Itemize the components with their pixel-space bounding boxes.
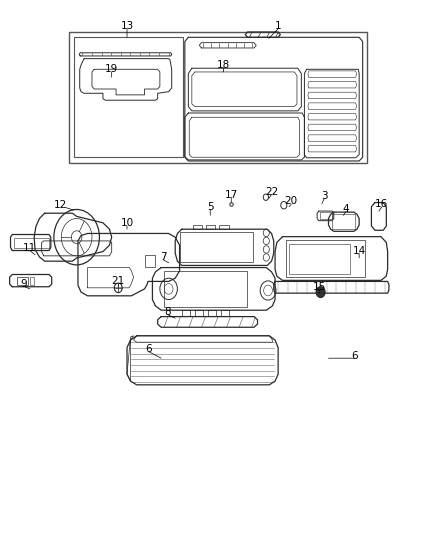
Text: 5: 5: [207, 202, 214, 212]
Text: 1: 1: [275, 21, 282, 30]
Text: 19: 19: [105, 64, 118, 74]
Bar: [145, 255, 155, 266]
Bar: [320, 212, 332, 219]
Text: 4: 4: [343, 204, 350, 214]
Bar: [17, 277, 28, 285]
Bar: [69, 32, 367, 163]
Text: 12: 12: [54, 200, 67, 209]
Bar: [286, 240, 365, 277]
Bar: [74, 37, 183, 157]
Text: 20: 20: [285, 197, 298, 206]
Text: 17: 17: [225, 190, 238, 199]
Text: 3: 3: [321, 191, 328, 201]
Text: 15: 15: [313, 282, 326, 292]
Bar: [164, 271, 247, 307]
Text: 14: 14: [353, 246, 366, 255]
Text: 18: 18: [217, 60, 230, 70]
Text: 22: 22: [265, 187, 278, 197]
Bar: [289, 244, 350, 274]
Text: 7: 7: [159, 252, 166, 262]
Bar: [332, 214, 355, 229]
Text: 9: 9: [20, 279, 27, 288]
Text: 13: 13: [120, 21, 134, 30]
Text: 11: 11: [23, 243, 36, 253]
Text: 16: 16: [375, 199, 389, 209]
Bar: [30, 277, 34, 285]
Text: 21: 21: [112, 276, 125, 286]
Text: 10: 10: [120, 219, 134, 228]
Bar: [180, 232, 253, 262]
Text: 6: 6: [145, 344, 152, 354]
Circle shape: [316, 287, 325, 297]
Text: 6: 6: [351, 351, 358, 360]
Bar: [14, 238, 49, 248]
Text: 8: 8: [164, 307, 171, 317]
